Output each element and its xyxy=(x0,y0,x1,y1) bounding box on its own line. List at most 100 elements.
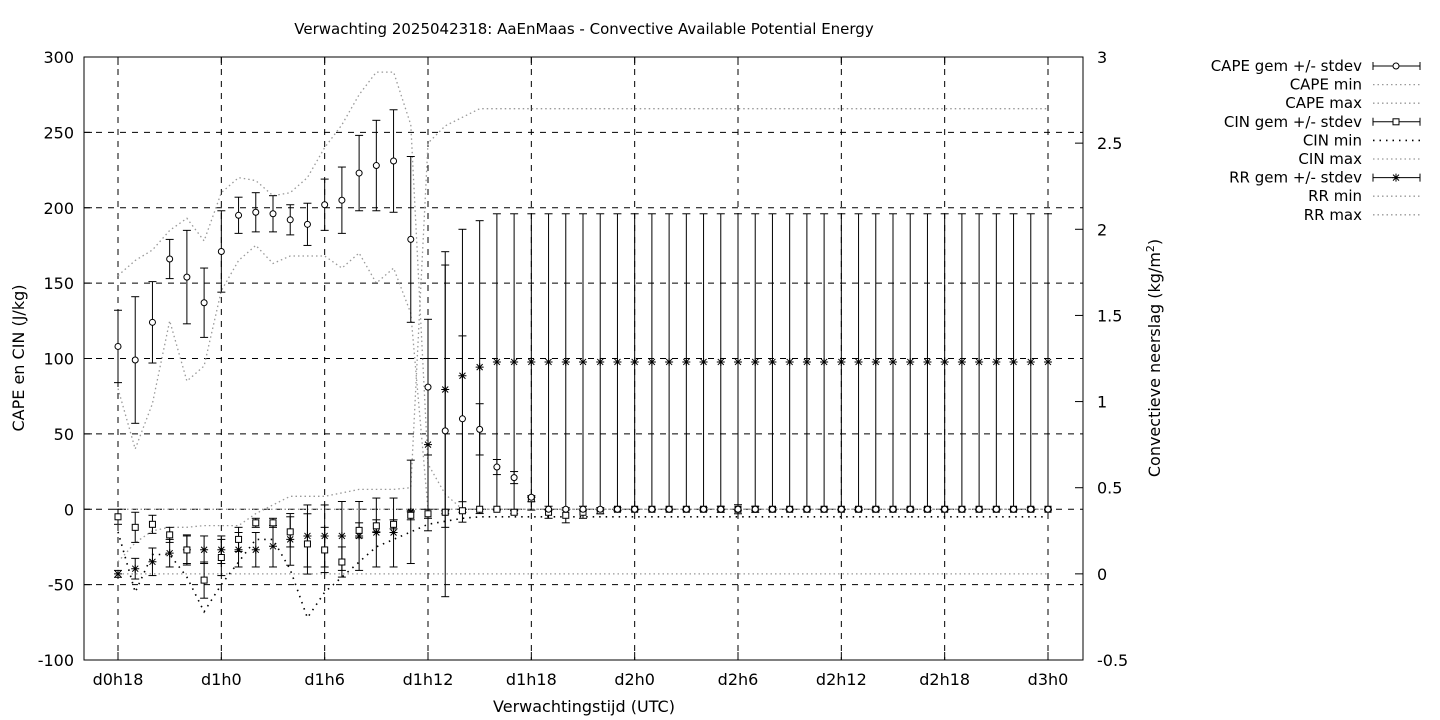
y2-tick-label: 2 xyxy=(1097,220,1107,239)
cape-point xyxy=(527,493,535,501)
legend-entry-label: RR min xyxy=(1308,187,1362,205)
cape-point xyxy=(166,255,174,263)
cape-point xyxy=(493,463,501,471)
x-axis-label: Verwachtingstijd (UTC) xyxy=(493,697,675,716)
cape-point xyxy=(768,505,776,513)
cape-point xyxy=(613,505,621,513)
cape-point xyxy=(510,474,518,482)
cin-point xyxy=(424,510,432,518)
rr-point xyxy=(114,569,122,578)
rr-point xyxy=(802,357,811,366)
rr-point xyxy=(148,557,157,566)
cin-point xyxy=(252,519,260,527)
y2-tick-label: -0.5 xyxy=(1097,651,1128,670)
cape-point xyxy=(682,505,690,513)
cape-point xyxy=(217,247,225,255)
cape-point xyxy=(923,505,931,513)
cin-point xyxy=(183,546,191,554)
cape-point xyxy=(545,505,553,513)
cin-point xyxy=(338,558,346,566)
legend-entry-marker xyxy=(1392,118,1400,126)
rr-point xyxy=(940,357,949,366)
cin-point xyxy=(510,508,518,516)
cape-point xyxy=(424,383,432,391)
legend-entry-label: CIN gem +/- stdev xyxy=(1224,113,1362,131)
y2-axis-label-end: ) xyxy=(1145,239,1164,245)
y-axis-label: CAPE en CIN (J/kg) xyxy=(9,285,28,432)
rr-point xyxy=(647,357,656,366)
rr-point xyxy=(1009,357,1018,366)
rr-point xyxy=(251,545,260,554)
cape-point xyxy=(803,505,811,513)
cape-point xyxy=(1044,505,1052,513)
rr-point xyxy=(510,357,519,366)
cape-point xyxy=(717,505,725,513)
x-tick-label: d2h0 xyxy=(614,670,655,689)
cape-point xyxy=(872,505,880,513)
y2-tick-label: 0 xyxy=(1097,565,1107,584)
cape-point xyxy=(355,169,363,177)
rr-point xyxy=(734,357,742,366)
rr-point xyxy=(871,357,880,366)
y2-axis-label-base: Convectieve neerslag (kg/m xyxy=(1145,252,1164,477)
rr-point xyxy=(992,357,1001,366)
cape-point xyxy=(131,356,139,364)
cape-point xyxy=(906,505,914,513)
cin-point xyxy=(562,511,570,519)
rr-point xyxy=(544,357,553,366)
axis-ticks: d0h18 d1h0 d1h6 d1h12 d1h18 d2h0 d2h6 d2h12 d2h1… xyxy=(38,48,1129,689)
rr-point xyxy=(579,357,587,366)
rr-point xyxy=(768,357,777,366)
rr-point xyxy=(475,363,484,372)
legend-entry-label: RR gem +/- stdev xyxy=(1229,169,1362,187)
rr-point xyxy=(492,357,501,366)
cin-min-line xyxy=(117,515,1048,620)
y-tick-label: 100 xyxy=(43,350,74,369)
cin-point xyxy=(390,520,398,528)
cape-point xyxy=(321,201,329,209)
rr-point xyxy=(1044,357,1052,366)
y2-axis-label: Convectieve neerslag (kg/m2) xyxy=(1144,239,1164,477)
rr-point xyxy=(889,357,897,366)
cape-point xyxy=(975,505,983,513)
cape-point xyxy=(734,505,742,513)
cin-point xyxy=(355,526,363,534)
cape-point xyxy=(303,220,311,228)
cin-point xyxy=(148,520,156,528)
x-tick-label: d0h18 xyxy=(93,670,144,689)
cin-point xyxy=(131,523,139,531)
cape-point xyxy=(786,505,794,513)
cape-point xyxy=(252,208,260,216)
cape-point xyxy=(837,505,845,513)
x-tick-label: d2h6 xyxy=(718,670,759,689)
cape-point xyxy=(458,415,466,423)
x-tick-label: d1h12 xyxy=(403,670,454,689)
rr-point xyxy=(854,357,863,366)
y2-tick-label: 1 xyxy=(1097,393,1107,412)
cape-point xyxy=(579,505,587,513)
legend-entry-label: CAPE min xyxy=(1290,76,1362,94)
rr-max-line xyxy=(117,108,1048,563)
legend-entry-marker xyxy=(1392,173,1400,182)
legend-entry-label: RR max xyxy=(1304,206,1362,224)
rr-point xyxy=(957,357,966,366)
rr-point xyxy=(613,357,622,366)
rr-point xyxy=(165,549,174,558)
legend-entry-label: CAPE max xyxy=(1285,94,1362,112)
cape-point xyxy=(992,505,1000,513)
chart-title: Verwachting 2025042318: AaEnMaas - Conve… xyxy=(294,20,874,38)
rr-point xyxy=(561,357,570,366)
cin-point xyxy=(493,505,501,513)
cape-point xyxy=(114,342,122,350)
cape-point xyxy=(631,505,639,513)
cin-point xyxy=(166,531,174,539)
cape-point xyxy=(648,505,656,513)
x-tick-label: d1h0 xyxy=(201,670,242,689)
cape-point xyxy=(390,157,398,165)
rr-point xyxy=(269,542,277,551)
cin-point xyxy=(303,540,311,548)
cape-point xyxy=(562,505,570,513)
rr-point xyxy=(389,528,398,537)
cin-point xyxy=(235,535,243,543)
